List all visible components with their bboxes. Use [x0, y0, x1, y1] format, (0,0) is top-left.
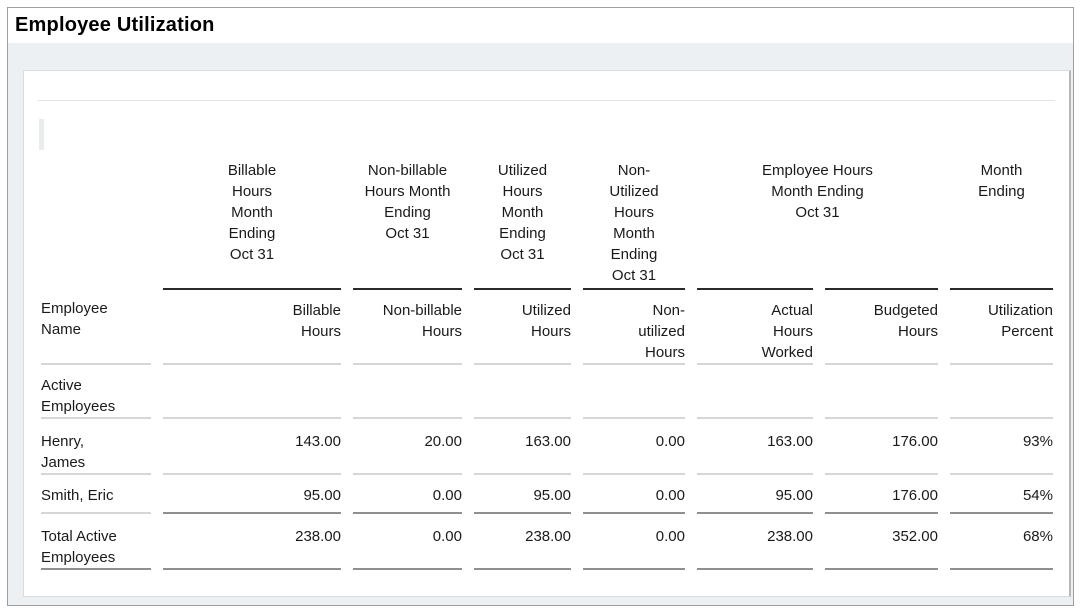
table-row-smith-eric: Smith, Eric 95.00 0.00 95.00 0.00 95.00 … — [41, 475, 1053, 514]
group-header-month-ending: Month Ending — [978, 162, 1025, 200]
billable-hours-cell: 238.00 — [163, 514, 341, 570]
billable-hours-cell: 95.00 — [163, 475, 341, 514]
non-utilized-hours-cell — [583, 365, 685, 419]
employee-name-cell: Active Employees — [41, 365, 151, 419]
column-header-employee-name: Employee Name — [41, 288, 151, 365]
utilized-hours-cell — [474, 365, 571, 419]
actual-hours-worked-cell — [697, 365, 813, 419]
group-header-non-billable: Non-billable Hours Month Ending Oct 31 — [364, 162, 451, 242]
column-header-non-utilized-hours: Non- utilized Hours — [583, 288, 685, 365]
budgeted-hours-cell: 176.00 — [825, 419, 938, 475]
group-header-employee-hours: Employee Hours Month Ending Oct 31 — [762, 162, 873, 221]
table-row-active-employees: Active Employees — [41, 365, 1053, 419]
actual-hours-worked-cell: 238.00 — [697, 514, 813, 570]
non-billable-hours-cell — [353, 365, 462, 419]
utilization-percent-cell — [950, 365, 1053, 419]
budgeted-hours-cell: 176.00 — [825, 475, 938, 514]
utilization-percent-cell: 68% — [950, 514, 1053, 570]
budgeted-hours-cell: 352.00 — [825, 514, 938, 570]
non-billable-hours-cell: 0.00 — [353, 475, 462, 514]
left-gutter-bar — [39, 119, 44, 150]
budgeted-hours-cell — [825, 365, 938, 419]
report-table: Billable Hours Month Ending Oct 31 Non-b… — [29, 156, 1065, 570]
non-billable-hours-cell: 0.00 — [353, 514, 462, 570]
non-billable-hours-cell: 20.00 — [353, 419, 462, 475]
column-header-utilized-hours: Utilized Hours — [474, 288, 571, 365]
actual-hours-worked-cell: 95.00 — [697, 475, 813, 514]
report-card: Billable Hours Month Ending Oct 31 Non-b… — [23, 70, 1071, 597]
title-bar: Employee Utilization — [8, 8, 1073, 43]
non-utilized-hours-cell: 0.00 — [583, 514, 685, 570]
group-header-row: Billable Hours Month Ending Oct 31 Non-b… — [41, 156, 1053, 288]
report-window: Employee Utilization Billable Hours Mont… — [7, 7, 1074, 606]
utilization-percent-cell: 93% — [950, 419, 1053, 475]
page-title: Employee Utilization — [15, 14, 215, 36]
employee-name-cell: Total Active Employees — [41, 514, 151, 570]
table-row-total-active-employees: Total Active Employees 238.00 0.00 238.0… — [41, 514, 1053, 570]
utilized-hours-cell: 163.00 — [474, 419, 571, 475]
table-row-henry-james: Henry, James 143.00 20.00 163.00 0.00 16… — [41, 419, 1053, 475]
employee-name-cell: Henry, James — [41, 419, 151, 475]
billable-hours-cell: 143.00 — [163, 419, 341, 475]
non-utilized-hours-cell: 0.00 — [583, 475, 685, 514]
report-panel: Billable Hours Month Ending Oct 31 Non-b… — [8, 43, 1073, 605]
group-header-spacer — [41, 156, 151, 288]
column-header-non-billable-hours: Non-billable Hours — [353, 288, 462, 365]
actual-hours-worked-cell: 163.00 — [697, 419, 813, 475]
group-header-utilized: Utilized Hours Month Ending Oct 31 — [497, 162, 548, 263]
column-header-row: Employee Name Billable Hours Non-billabl… — [41, 288, 1053, 365]
column-header-billable-hours: Billable Hours — [163, 288, 341, 365]
column-header-budgeted-hours: Budgeted Hours — [825, 288, 938, 365]
column-header-actual-hours-worked: Actual Hours Worked — [697, 288, 813, 365]
group-header-billable: Billable Hours Month Ending Oct 31 — [227, 162, 277, 263]
utilized-hours-cell: 238.00 — [474, 514, 571, 570]
column-header-utilization-percent: Utilization Percent — [950, 288, 1053, 365]
card-divider — [38, 100, 1055, 101]
utilization-percent-cell: 54% — [950, 475, 1053, 514]
group-header-non-utilized: Non- Utilized Hours Month Ending Oct 31 — [609, 162, 659, 284]
utilized-hours-cell: 95.00 — [474, 475, 571, 514]
employee-name-cell: Smith, Eric — [41, 475, 151, 514]
non-utilized-hours-cell: 0.00 — [583, 419, 685, 475]
billable-hours-cell — [163, 365, 341, 419]
